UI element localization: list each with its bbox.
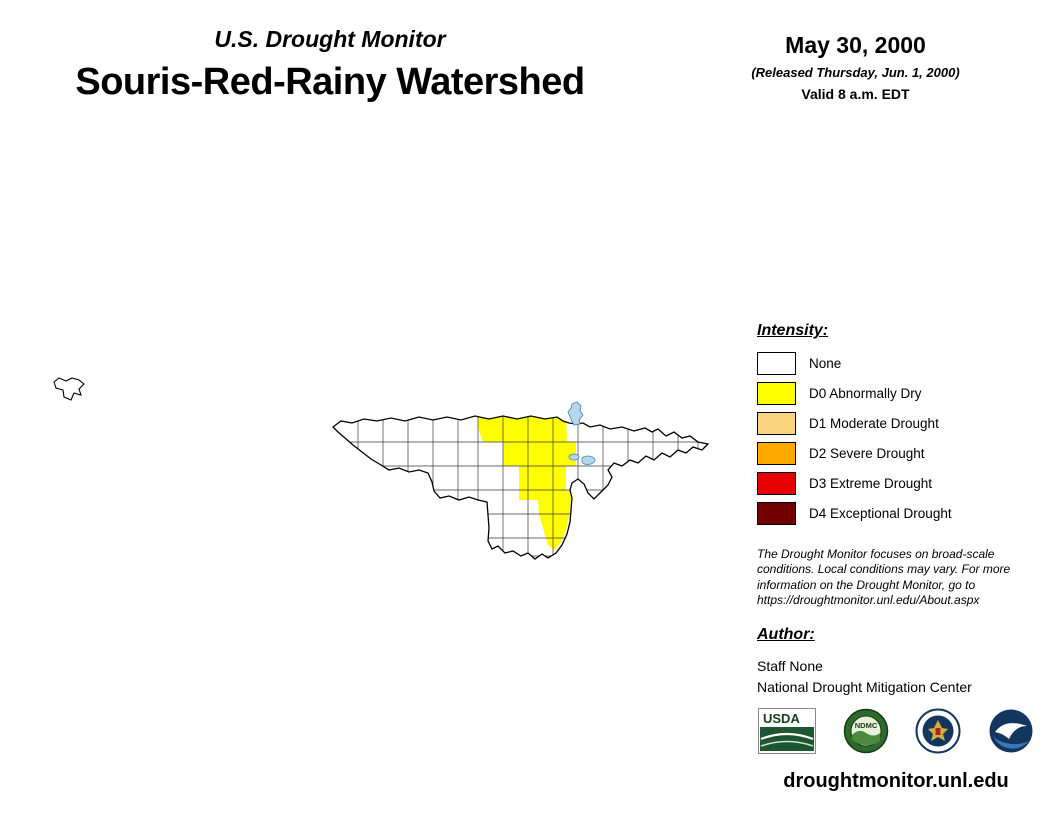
legend-swatch-d3 [757, 472, 796, 495]
legend-swatch-none [757, 352, 796, 375]
release-date: (Released Thursday, Jun. 1, 2000) [751, 65, 960, 80]
noaa-logo [989, 709, 1033, 753]
d0-area-south-lobe [538, 500, 571, 550]
legend-swatch-d1 [757, 412, 796, 435]
website-url: droughtmonitor.unl.edu [783, 770, 1009, 792]
legend-swatch-d0 [757, 382, 796, 405]
legend-label-d2: D2 Severe Drought [809, 446, 925, 461]
legend-item-d0: D0 Abnormally Dry [757, 382, 1032, 405]
author-name: Staff None [757, 658, 823, 674]
legend-label-none: None [809, 356, 842, 371]
page-title: Souris-Red-Rainy Watershed [75, 61, 585, 103]
d0-area-main [478, 416, 576, 500]
legend-swatch-d4 [757, 502, 796, 525]
lake-north [567, 401, 584, 426]
author-organization: National Drought Mitigation Center [757, 679, 972, 695]
legend-label-d4: D4 Exceptional Drought [809, 506, 952, 521]
valid-time: Valid 8 a.m. EDT [801, 86, 910, 102]
legend-label-d0: D0 Abnormally Dry [809, 386, 922, 401]
program-title: U.S. Drought Monitor [214, 26, 446, 52]
lake-small-west [568, 453, 580, 461]
legend-label-d1: D1 Moderate Drought [809, 416, 939, 431]
legend-item-d3: D3 Extreme Drought [757, 472, 1032, 495]
legend-swatch-d2 [757, 442, 796, 465]
map-date: May 30, 2000 [785, 32, 926, 58]
commerce-seal-logo [915, 708, 961, 754]
author-block: Author: Staff None National Drought Miti… [757, 626, 1037, 695]
legend-item-d4: D4 Exceptional Drought [757, 502, 1032, 525]
header: U.S. Drought Monitor Souris-Red-Rainy Wa… [30, 26, 630, 104]
legend-label-d3: D3 Extreme Drought [809, 476, 933, 491]
usda-logo: USDA [758, 708, 816, 754]
legend-item-d1: D1 Moderate Drought [757, 412, 1032, 435]
logo-row: USDA NDMC [758, 708, 1034, 754]
disclaimer-text: The Drought Monitor focuses on broad-sca… [757, 547, 1011, 608]
lake-small-east [581, 455, 596, 466]
detached-basin-west [53, 377, 85, 401]
ndmc-logo-text: NDMC [854, 721, 877, 730]
legend-item-d2: D2 Severe Drought [757, 442, 1032, 465]
ndmc-logo: NDMC [843, 708, 888, 754]
watershed-outline [332, 415, 710, 560]
legend-heading: Intensity: [757, 322, 829, 339]
legend-item-none: None [757, 352, 1032, 375]
author-heading: Author: [757, 626, 815, 643]
date-block: May 30, 2000 (Released Thursday, Jun. 1,… [728, 32, 983, 102]
legend: Intensity: None D0 Abnormally Dry D1 Mod… [757, 322, 1032, 608]
usda-logo-text: USDA [763, 711, 800, 726]
